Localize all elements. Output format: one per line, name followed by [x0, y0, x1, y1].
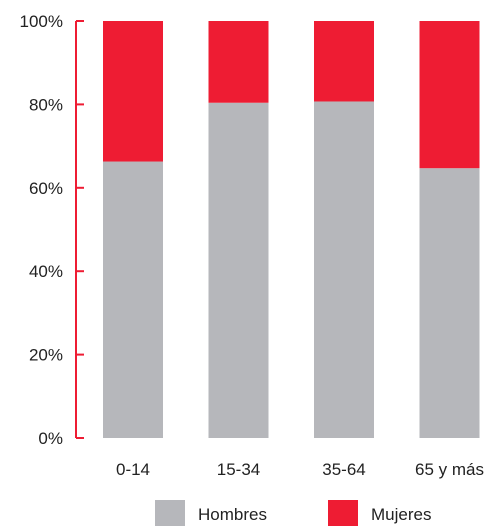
y-tick-label: 40% — [29, 262, 63, 281]
bar-segment-hombres — [314, 101, 374, 438]
bar-segment-mujeres — [314, 21, 374, 102]
legend-swatch — [328, 500, 358, 526]
x-tick-label: 65 y más — [415, 460, 484, 479]
legend-label: Hombres — [198, 505, 267, 524]
x-tick-label: 35-64 — [322, 460, 365, 479]
y-tick-label: 100% — [20, 12, 63, 31]
x-tick-label: 0-14 — [116, 460, 150, 479]
bars — [103, 21, 480, 439]
y-axis: 0% 20% 40% 60% 80% 100% — [20, 12, 84, 448]
legend-swatch — [155, 500, 185, 526]
bar-segment-hombres — [103, 161, 163, 439]
x-axis-labels: 0-14 15-34 35-64 65 y más — [116, 460, 484, 479]
y-tick-label: 20% — [29, 346, 63, 365]
legend: Hombres Mujeres — [155, 500, 431, 526]
y-tick-label: 0% — [38, 429, 63, 448]
y-tick-label: 80% — [29, 95, 63, 114]
bar-segment-hombres — [419, 168, 480, 439]
x-tick-label: 15-34 — [217, 460, 260, 479]
bar-segment-hombres — [208, 102, 269, 439]
bar-segment-mujeres — [419, 21, 480, 169]
bar-segment-mujeres — [103, 21, 163, 162]
bar-segment-mujeres — [208, 21, 269, 103]
y-tick-label: 60% — [29, 179, 63, 198]
legend-label: Mujeres — [371, 505, 431, 524]
